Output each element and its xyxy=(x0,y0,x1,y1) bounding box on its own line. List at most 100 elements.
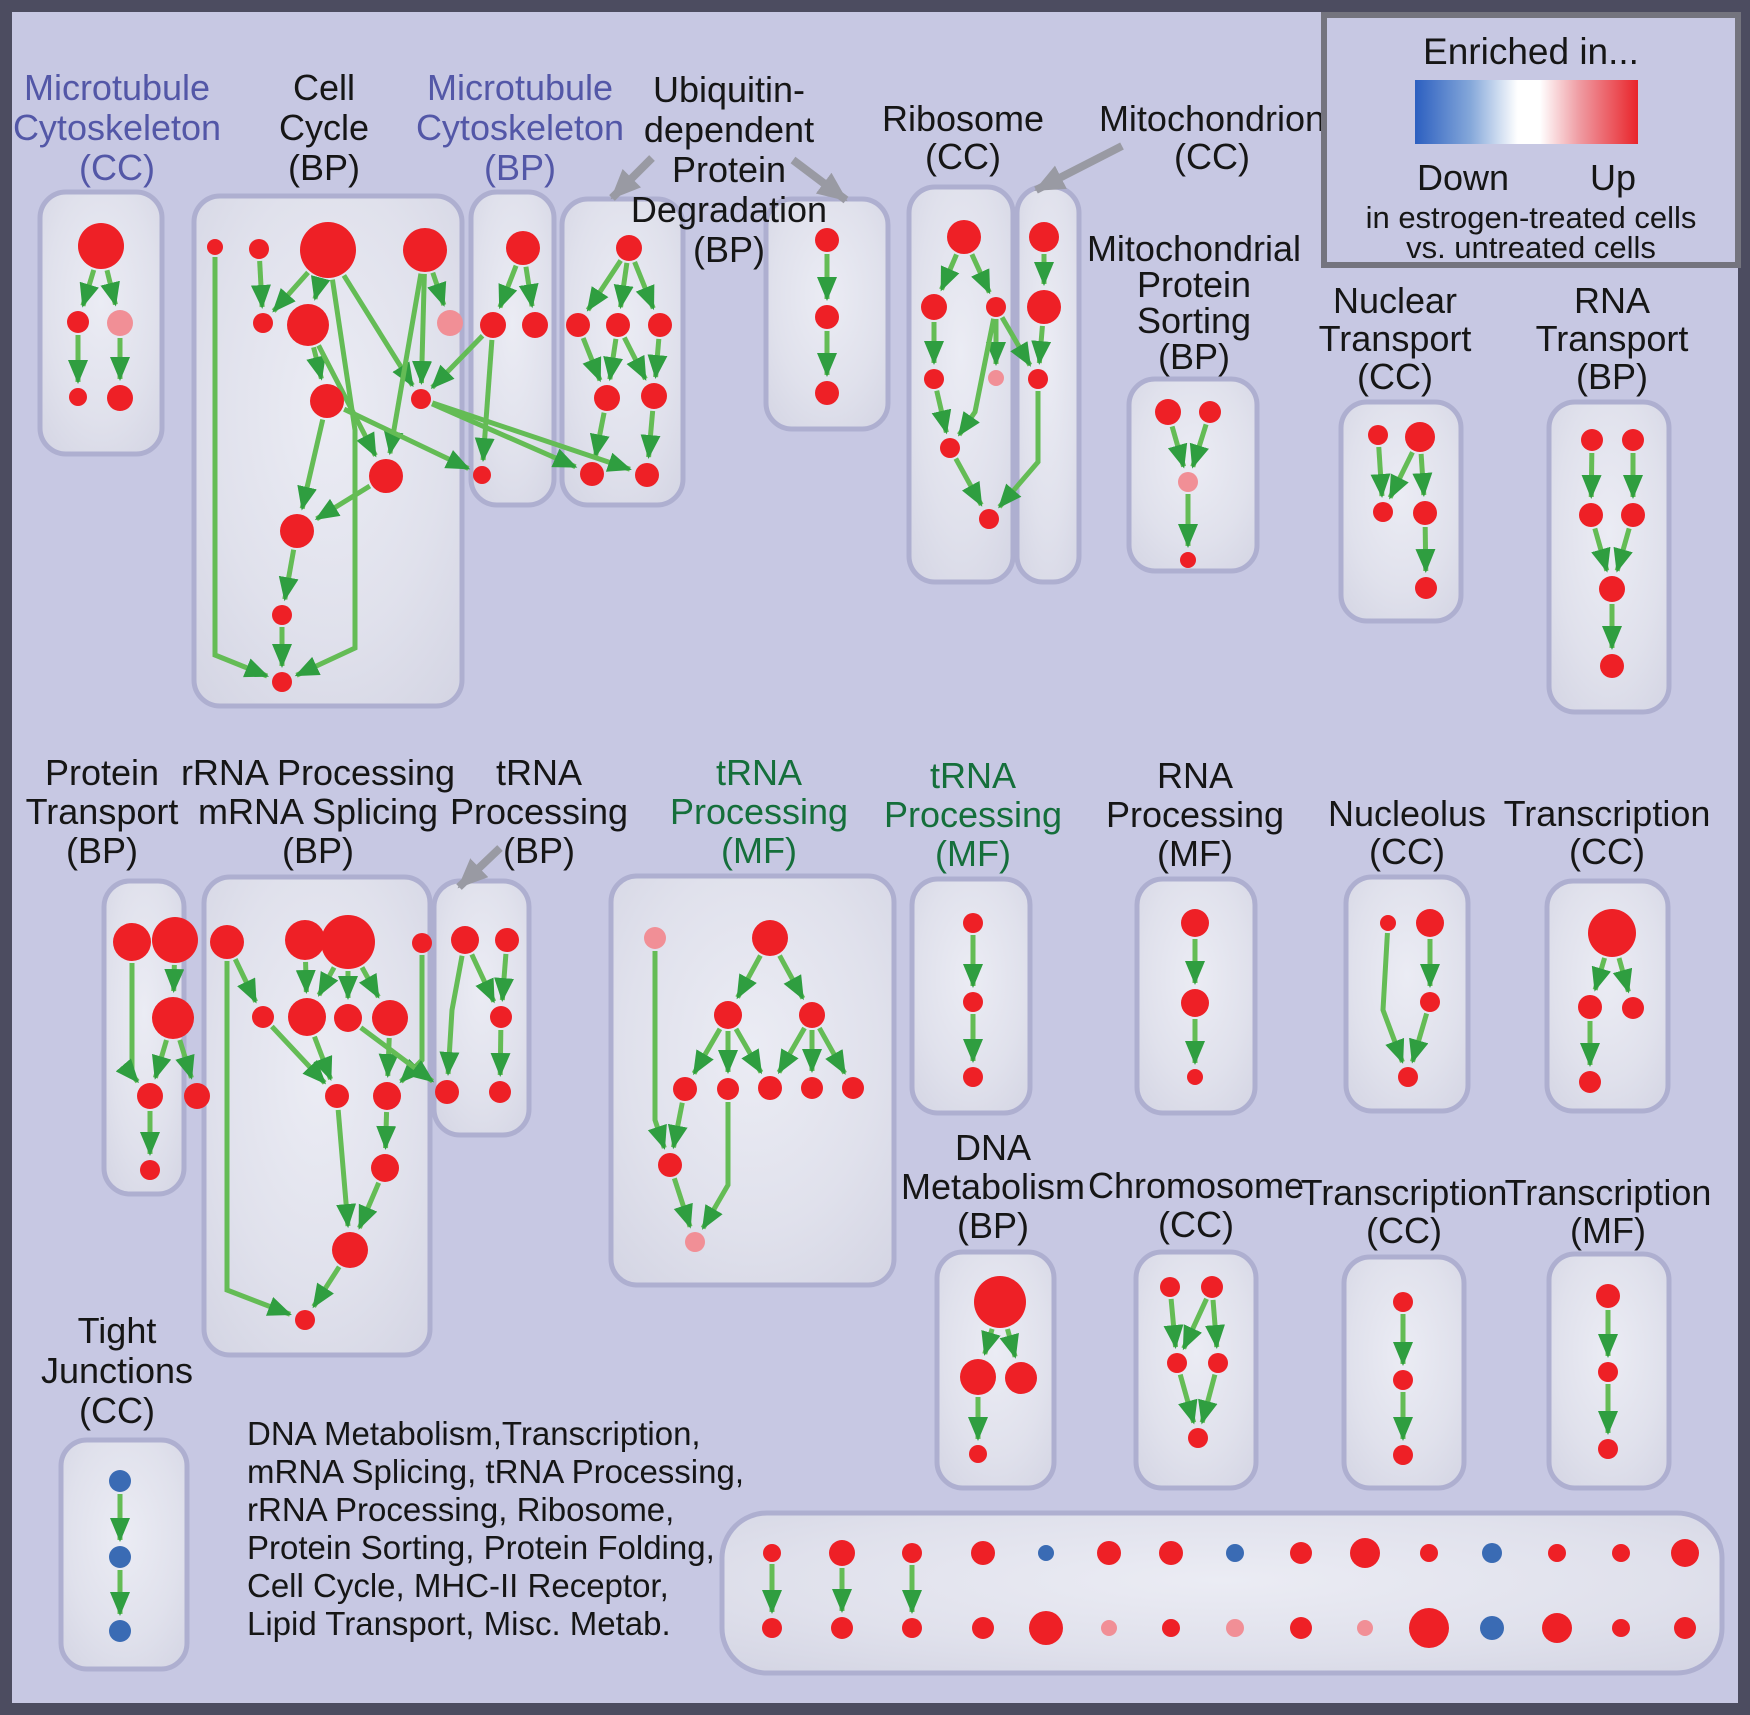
go-term-node-chromosome-cc-2 xyxy=(1167,1353,1187,1373)
edge-cell-cycle-bp-5 xyxy=(412,273,433,386)
misc-node-top-8 xyxy=(1290,1542,1312,1564)
go-term-node-protein-transport-bp-2 xyxy=(152,997,194,1039)
edge-protein-transport-bp-0 xyxy=(115,963,140,1084)
misc-node-top-3 xyxy=(971,1541,995,1565)
cluster-label-tight-junctions-cc-line1: Junctions xyxy=(41,1350,193,1391)
go-term-node-transcription-mf-0 xyxy=(1596,1284,1620,1308)
go-term-node-mitochondrial-protein-sorting-bp-0 xyxy=(1155,399,1181,425)
edge-cell-cycle-bp-8 xyxy=(316,344,378,458)
edge-ubiquitin-degradation-bp-left-3 xyxy=(580,337,603,383)
edge-transcription-cc-mid-0 xyxy=(1591,957,1611,992)
edge-ubiquitin-degradation-bp-left-1 xyxy=(613,262,634,310)
go-term-node-transcription-cc-bottom-0 xyxy=(1393,1292,1413,1312)
edge-nucleolus-cc-2 xyxy=(1409,1012,1430,1064)
edge-mitochondrial-protein-sorting-bp-0 xyxy=(1167,425,1188,469)
edge-dna-metabolism-bp-0 xyxy=(981,1328,1001,1356)
go-term-node-rrna-processing-mrna-splicing-bp-6 xyxy=(334,1004,362,1032)
go-term-node-nuclear-transport-cc-4 xyxy=(1415,577,1437,599)
go-term-node-microtubule-cytoskeleton-bp-3 xyxy=(473,466,491,484)
edge-transcription-cc-mid-1 xyxy=(1612,957,1633,994)
go-term-node-dna-metabolism-bp-0 xyxy=(974,1276,1026,1328)
go-term-node-cell-cycle-bp-9 xyxy=(369,459,403,493)
edge-mitochondrial-protein-sorting-bp-1 xyxy=(1189,423,1209,469)
go-term-node-transcription-mf-1 xyxy=(1598,1362,1618,1382)
cluster-label-ubiquitin-degradation-bp-left-line0: Ubiquitin- xyxy=(653,69,805,110)
cluster-label-ubiquitin-degradation-bp-left-line1: dependent xyxy=(644,109,814,150)
go-term-node-cell-cycle-bp-5 xyxy=(287,304,329,346)
legend-title: Enriched in... xyxy=(1423,31,1639,72)
go-term-node-ubiquitin-degradation-bp-left-1 xyxy=(566,313,590,337)
go-term-node-microtubule-cytoskeleton-bp-1 xyxy=(480,312,506,338)
cluster-label-ribosome-cc-line1: (CC) xyxy=(925,136,1001,177)
go-term-node-trna-processing-mf-large-8 xyxy=(842,1077,864,1099)
edge-rna-transport-bp-2 xyxy=(1591,527,1611,573)
cluster-label-rna-transport-bp-line0: RNA xyxy=(1574,280,1650,321)
edge-chromosome-cc-2 xyxy=(1205,1299,1225,1350)
edge-cell-cycle-bp-10 xyxy=(314,483,372,522)
cross-edge-2 xyxy=(430,334,485,390)
edge-chromosome-cc-3 xyxy=(1177,1373,1198,1425)
cluster-label-rna-processing-mf-line0: RNA xyxy=(1157,755,1233,796)
go-term-node-cell-cycle-bp-10 xyxy=(280,514,314,548)
go-term-node-trna-processing-bp-2 xyxy=(490,1006,512,1028)
edge-trna-processing-mf-large-1 xyxy=(735,954,763,1000)
cluster-label-trna-processing-bp-line1: Processing xyxy=(450,791,628,832)
go-term-node-trna-processing-mf-large-2 xyxy=(714,1001,742,1029)
go-term-node-rrna-processing-mrna-splicing-bp-8 xyxy=(325,1084,349,1108)
go-term-node-tight-junctions-cc-2 xyxy=(109,1620,131,1642)
edge-cell-cycle-bp-1 xyxy=(271,270,310,313)
edge-rrna-processing-mrna-splicing-bp-11 xyxy=(357,1181,382,1230)
cluster-box-nuclear-transport-cc xyxy=(1338,399,1464,624)
misc-node-bottom-12 xyxy=(1542,1613,1572,1643)
go-term-node-nucleolus-cc-1 xyxy=(1416,909,1444,937)
go-term-node-microtubule-cytoskeleton-cc-0 xyxy=(78,223,124,269)
misc-node-bottom-9 xyxy=(1357,1620,1373,1636)
go-term-node-mitochondrial-protein-sorting-bp-2 xyxy=(1178,472,1198,492)
misc-node-top-9 xyxy=(1350,1538,1380,1568)
edge-trna-processing-mf-large-3 xyxy=(691,1027,723,1076)
misc-node-top-4 xyxy=(1038,1545,1054,1561)
go-term-node-trna-processing-mf-large-1 xyxy=(752,920,788,956)
go-term-node-microtubule-cytoskeleton-cc-2 xyxy=(107,310,133,336)
go-term-node-ribosome-cc-1 xyxy=(921,294,947,320)
edge-protein-transport-bp-3 xyxy=(175,1039,195,1080)
go-term-node-tight-junctions-cc-1 xyxy=(109,1546,131,1568)
cluster-label-transcription-cc-mid-line0: Transcription xyxy=(1504,793,1711,834)
cluster-label-microtubule-cytoskeleton-bp-line2: (BP) xyxy=(484,147,556,188)
go-term-node-cell-cycle-bp-0 xyxy=(207,239,223,255)
misc-node-top-11 xyxy=(1482,1543,1502,1563)
go-term-node-trna-processing-mf-large-6 xyxy=(758,1076,782,1100)
edge-rrna-processing-mrna-splicing-bp-4 xyxy=(358,966,381,999)
go-term-node-ubiquitin-degradation-bp-left-6 xyxy=(580,462,604,486)
edge-microtubule-cytoskeleton-cc-0 xyxy=(79,269,99,308)
edge-nuclear-transport-cc-1 xyxy=(1387,451,1415,500)
go-term-node-microtubule-cytoskeleton-cc-4 xyxy=(107,385,133,411)
misc-node-top-10 xyxy=(1420,1544,1438,1562)
cluster-label-ubiquitin-degradation-bp-left-line2: Protein xyxy=(672,149,786,190)
misc-node-top-14 xyxy=(1671,1539,1699,1567)
cluster-label-nuclear-transport-cc-line1: Transport xyxy=(1319,318,1472,359)
cluster-box-chromosome-cc xyxy=(1133,1249,1259,1491)
go-term-node-rna-transport-bp-3 xyxy=(1621,503,1645,527)
go-term-node-nuclear-transport-cc-1 xyxy=(1405,422,1435,452)
edge-rrna-processing-mrna-splicing-bp-7 xyxy=(312,1035,333,1082)
legend-subtitle-line2: vs. untreated cells xyxy=(1406,230,1656,265)
cluster-box-microtubule-cytoskeleton-cc xyxy=(37,189,165,457)
edge-cell-cycle-bp-3 xyxy=(341,274,415,388)
misc-node-bottom-14 xyxy=(1674,1617,1696,1639)
go-term-node-cell-cycle-bp-4 xyxy=(253,313,273,333)
misc-categories-text-line1: mRNA Splicing, tRNA Processing, xyxy=(247,1453,744,1490)
go-term-node-trna-processing-mf-large-5 xyxy=(717,1078,739,1100)
go-term-node-chromosome-cc-3 xyxy=(1208,1353,1228,1373)
go-term-node-nucleolus-cc-2 xyxy=(1420,992,1440,1012)
go-term-node-ubiquitin-degradation-bp-left-5 xyxy=(641,383,667,409)
go-term-node-mitochondrial-protein-sorting-bp-3 xyxy=(1180,552,1196,568)
cluster-box-nucleolus-cc xyxy=(1343,874,1471,1114)
go-term-node-rna-transport-bp-0 xyxy=(1581,429,1603,451)
go-term-node-ubiquitin-degradation-bp-left-3 xyxy=(648,313,672,337)
cluster-label-cell-cycle-bp-line0: Cell xyxy=(293,67,355,108)
edge-ribosome-cc-4 xyxy=(931,390,952,435)
go-term-node-transcription-cc-mid-3 xyxy=(1579,1071,1601,1093)
edge-cell-cycle-bp-7 xyxy=(306,346,326,381)
